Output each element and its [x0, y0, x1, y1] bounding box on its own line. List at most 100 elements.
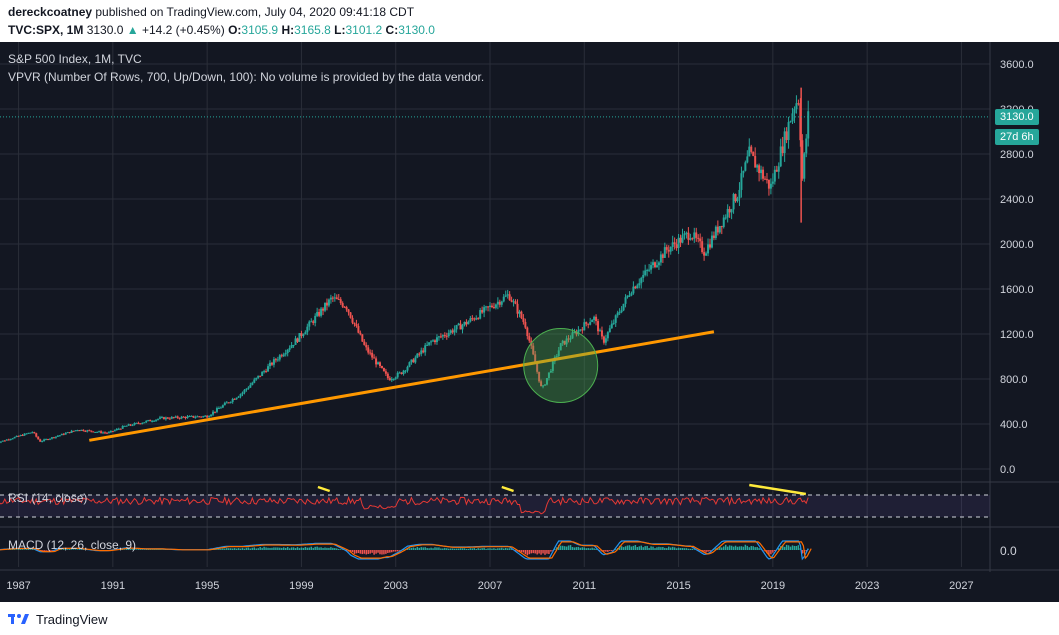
candle-body: [771, 181, 774, 184]
candle-body: [561, 340, 564, 344]
y-tick-label: 2400.0: [1000, 194, 1034, 206]
candle-body: [410, 359, 413, 363]
candle-body: [384, 371, 387, 374]
y-tick-label: 800.0: [1000, 374, 1028, 386]
candle-body: [308, 321, 311, 327]
candle-body: [296, 338, 299, 342]
candle-body: [408, 362, 411, 367]
candle-body: [638, 283, 641, 286]
symbol-label: TVC:SPX, 1M: [8, 23, 84, 37]
tradingview-brand: TradingView: [36, 611, 108, 627]
chart-canvas[interactable]: 3600.03200.02800.02400.02000.01600.01200…: [0, 42, 1059, 602]
close-label: C:: [385, 23, 399, 37]
candle-body: [304, 332, 307, 335]
candle-body: [333, 297, 336, 299]
candle-body: [227, 402, 230, 404]
candle-body: [754, 155, 757, 168]
candle-body: [712, 235, 715, 238]
y-tick-label: 2800.0: [1000, 149, 1034, 161]
candle-body: [644, 270, 647, 276]
candle-body: [750, 146, 753, 152]
candle-body: [573, 331, 576, 333]
candle-body: [210, 414, 213, 417]
candle-body: [595, 316, 598, 322]
candle-body: [805, 138, 808, 154]
candle-body: [671, 242, 674, 247]
candle-body: [176, 416, 179, 418]
candle-body: [740, 173, 743, 190]
candle-body: [208, 416, 211, 418]
candle-body: [496, 301, 499, 305]
candle-body: [363, 341, 366, 345]
candle-body: [243, 389, 246, 393]
candle-body: [673, 242, 676, 245]
candle-body: [726, 208, 729, 218]
candle-body: [139, 423, 142, 425]
candle-body: [361, 334, 364, 342]
candle-body: [339, 299, 342, 304]
candle-body: [239, 394, 242, 397]
candle-body: [473, 318, 476, 320]
candle-body: [98, 431, 101, 433]
candle-body: [775, 169, 778, 172]
candle-body: [657, 262, 660, 266]
chart-area[interactable]: 3600.03200.02800.02400.02000.01600.01200…: [0, 42, 1059, 602]
candle-body: [3, 440, 6, 442]
candle-body: [310, 321, 313, 323]
candle-body: [229, 401, 232, 403]
candle-body: [369, 352, 372, 354]
candle-body: [80, 429, 83, 431]
candle-body: [375, 358, 378, 365]
candle-body: [614, 315, 617, 323]
candle-body: [675, 244, 678, 249]
candle-body: [325, 302, 328, 306]
candle-body: [149, 420, 152, 422]
candle-body: [406, 366, 409, 371]
candle-body: [703, 252, 706, 256]
candle-body: [270, 362, 273, 365]
candle-body: [492, 307, 495, 309]
candle-body: [414, 357, 417, 363]
candle-body: [738, 189, 741, 199]
y-tick-label: 0.0: [1000, 464, 1015, 476]
author-name[interactable]: dereckcoatney: [8, 5, 93, 19]
candle-body: [337, 299, 340, 301]
candle-body: [451, 330, 454, 333]
candle-body: [597, 321, 600, 332]
candle-body: [685, 232, 688, 234]
candle-body: [767, 179, 770, 189]
candle-body: [365, 344, 368, 348]
candle-body: [589, 322, 592, 325]
candle-body: [402, 370, 405, 374]
candle-body: [82, 429, 85, 432]
candle-body: [571, 332, 574, 339]
candle-body: [359, 332, 362, 335]
candle-body: [380, 365, 383, 369]
candle-body: [467, 321, 470, 325]
candle-body: [762, 169, 765, 179]
candle-body: [555, 356, 558, 358]
candle-body: [0, 441, 2, 443]
candle-body: [534, 354, 537, 364]
candle-body: [463, 321, 466, 326]
candle-body: [661, 254, 664, 258]
candle-body: [109, 430, 112, 433]
candle-body: [68, 432, 71, 434]
candle-body: [272, 359, 275, 365]
candle-body: [377, 362, 380, 365]
candle-body: [1, 440, 4, 442]
candle-body: [506, 294, 509, 296]
candle-body: [691, 238, 694, 240]
candle-body: [102, 432, 105, 434]
candle-body: [373, 357, 376, 359]
candle-body: [718, 226, 721, 233]
candle-body: [29, 432, 32, 434]
candle-body: [214, 411, 216, 413]
candle-body: [215, 408, 218, 412]
tradingview-logo[interactable]: TradingView: [8, 610, 108, 628]
candle-body: [522, 318, 525, 322]
candle-body: [190, 415, 193, 417]
candle-body: [665, 247, 668, 250]
candle-body: [345, 307, 348, 310]
candle-body: [494, 304, 497, 308]
